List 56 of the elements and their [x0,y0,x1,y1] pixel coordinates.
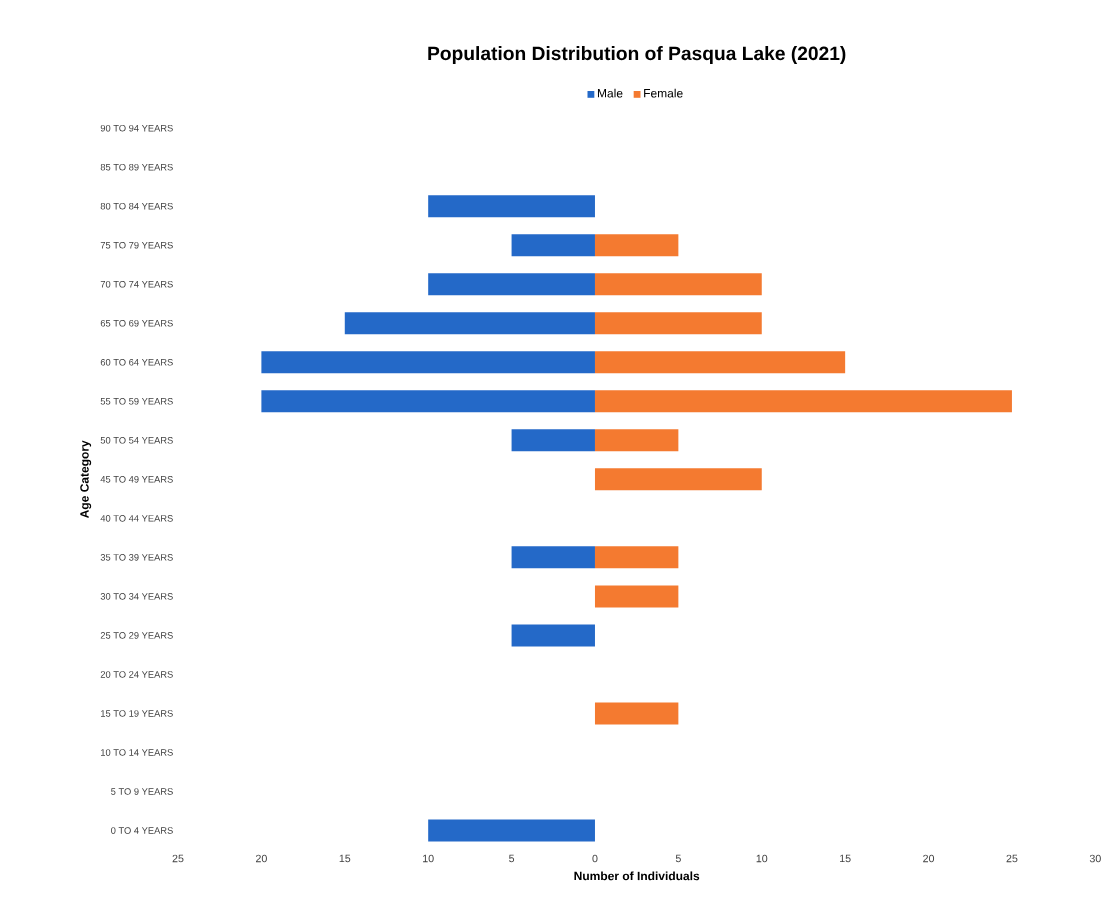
x-tick-label: 20 [256,854,267,863]
bar [511,429,595,452]
bar [594,234,679,257]
bar [511,234,595,257]
x-tick-label: 10 [756,854,768,863]
x-axis-title: Number of Individuals [574,871,700,881]
x-tick-label: 20 [923,854,935,863]
bar [594,312,762,335]
bar [594,390,1012,413]
legend-label: Female [644,88,683,98]
y-tick-label: 65 TO 69 YEARS [100,319,173,327]
y-tick-label: 90 TO 94 YEARS [100,124,173,132]
bar [594,702,679,725]
x-tick-label: 0 [592,854,598,863]
bar [594,546,679,569]
y-tick-label: 15 TO 19 YEARS [101,710,173,717]
bar [594,468,762,491]
y-tick-label: 5 TO 9 YEARS [111,788,173,795]
y-tick-label: 0 TO 4 YEARS [111,827,173,834]
y-tick-label: 40 TO 44 YEARS [100,515,173,522]
x-tick-label: 5 [675,854,681,863]
y-tick-label: 80 TO 84 YEARS [100,202,173,210]
y-tick-label: 35 TO 39 YEARS [100,554,173,561]
bar [428,273,595,296]
y-tick-label: 30 TO 34 YEARS [100,593,173,600]
x-tick-label: 25 [172,854,184,863]
bar [261,390,595,413]
y-tick-label: 10 TO 14 YEARS [101,749,173,756]
bar [428,195,595,218]
y-axis-title: Age Category [80,440,92,519]
bar [511,624,595,647]
y-tick-label: 55 TO 59 YEARS [100,398,173,405]
y-tick-label: 70 TO 74 YEARS [100,280,173,288]
x-tick-label: 30 [1089,854,1101,863]
y-tick-label: 45 TO 49 YEARS [100,476,173,483]
bar [594,585,679,608]
legend-label: Male [597,88,623,98]
bar [594,273,762,296]
bar [594,351,846,374]
y-tick-label: 75 TO 79 YEARS [100,241,173,249]
bar [428,819,595,842]
bar [344,312,595,335]
x-tick-label: 10 [423,854,434,863]
bar [511,546,595,569]
y-tick-label: 50 TO 54 YEARS [100,437,173,444]
y-tick-label: 20 TO 24 YEARS [100,671,173,678]
y-tick-label: 85 TO 89 YEARS [100,163,173,171]
x-tick-label: 15 [840,854,851,863]
x-tick-label: 25 [1006,854,1018,863]
x-tick-label: 5 [509,854,515,863]
bar [594,429,679,452]
y-tick-label: 60 TO 64 YEARS [100,358,173,366]
y-tick-label: 25 TO 29 YEARS [100,632,173,639]
bar [261,351,595,374]
chart-title: Population Distribution of Pasqua Lake (2021) [428,46,846,64]
x-tick-label: 15 [339,854,351,863]
